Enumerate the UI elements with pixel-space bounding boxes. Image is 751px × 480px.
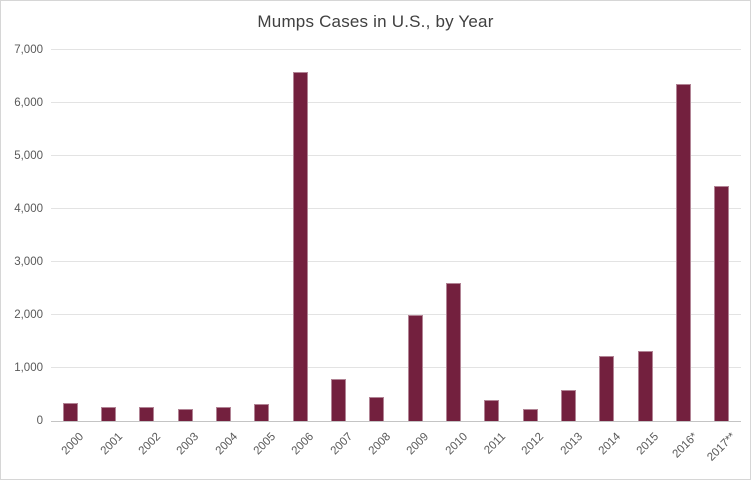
bar [293,72,308,421]
gridline [51,102,741,103]
x-tick-label: 2010 [443,430,471,458]
bar [676,84,691,421]
x-tick-label: 2015 [634,430,662,458]
x-axis-labels: 2000 2001 2002 2003 2004 2005 2006 2007 2008 2009… [51,421,741,477]
bar [599,356,614,421]
bar [638,351,653,421]
bar [331,379,346,421]
gridline [51,314,741,315]
x-tick-label: 2004 [213,430,241,458]
x-tick-label: 2014 [596,430,624,458]
bar [139,407,154,421]
y-tick-label: 3,000 [14,256,43,268]
x-tick-label: 2009 [404,430,432,458]
y-tick-label: 2,000 [14,309,43,321]
bar [714,186,729,421]
bar [254,404,269,421]
x-tick-label: 2008 [366,430,394,458]
y-tick-label: 5,000 [14,150,43,162]
y-tick-label: 6,000 [14,97,43,109]
y-tick-label: 0 [36,415,43,427]
x-tick-label: 2011 [482,430,509,457]
x-axis-line [51,421,741,422]
x-tick-label: 2017** [705,430,739,464]
gridline [51,155,741,156]
bar [178,409,193,421]
y-tick-label: 1,000 [14,362,43,374]
x-tick-label: 2000 [59,430,87,458]
x-tick-label: 2013 [558,430,586,458]
y-tick-label: 4,000 [14,203,43,215]
bar [63,403,78,421]
gridline [51,208,741,209]
bar [408,315,423,421]
y-tick-label: 7,000 [14,44,43,56]
bar [484,400,499,421]
bar [523,409,538,421]
x-tick-label: 2012 [519,430,547,458]
x-tick-label: 2003 [174,430,202,458]
bar [369,397,384,421]
plot-area [51,49,741,422]
bar [561,390,576,421]
x-tick-label: 2005 [251,430,279,458]
gridline [51,49,741,50]
x-tick-label: 2006 [289,430,317,458]
gridline [51,367,741,368]
y-axis-labels: 0 1,000 2,000 3,000 4,000 5,000 6,000 7,000 [1,1,43,479]
chart-title: Mumps Cases in U.S., by Year [257,12,494,31]
x-tick-label: 2002 [136,430,164,458]
x-tick-label: 2001 [98,430,126,458]
bar [101,407,116,421]
bar [216,407,231,421]
bar [446,283,461,421]
x-tick-label: 2007 [328,430,356,458]
gridline [51,261,741,262]
x-tick-label: 2016* [670,430,701,461]
